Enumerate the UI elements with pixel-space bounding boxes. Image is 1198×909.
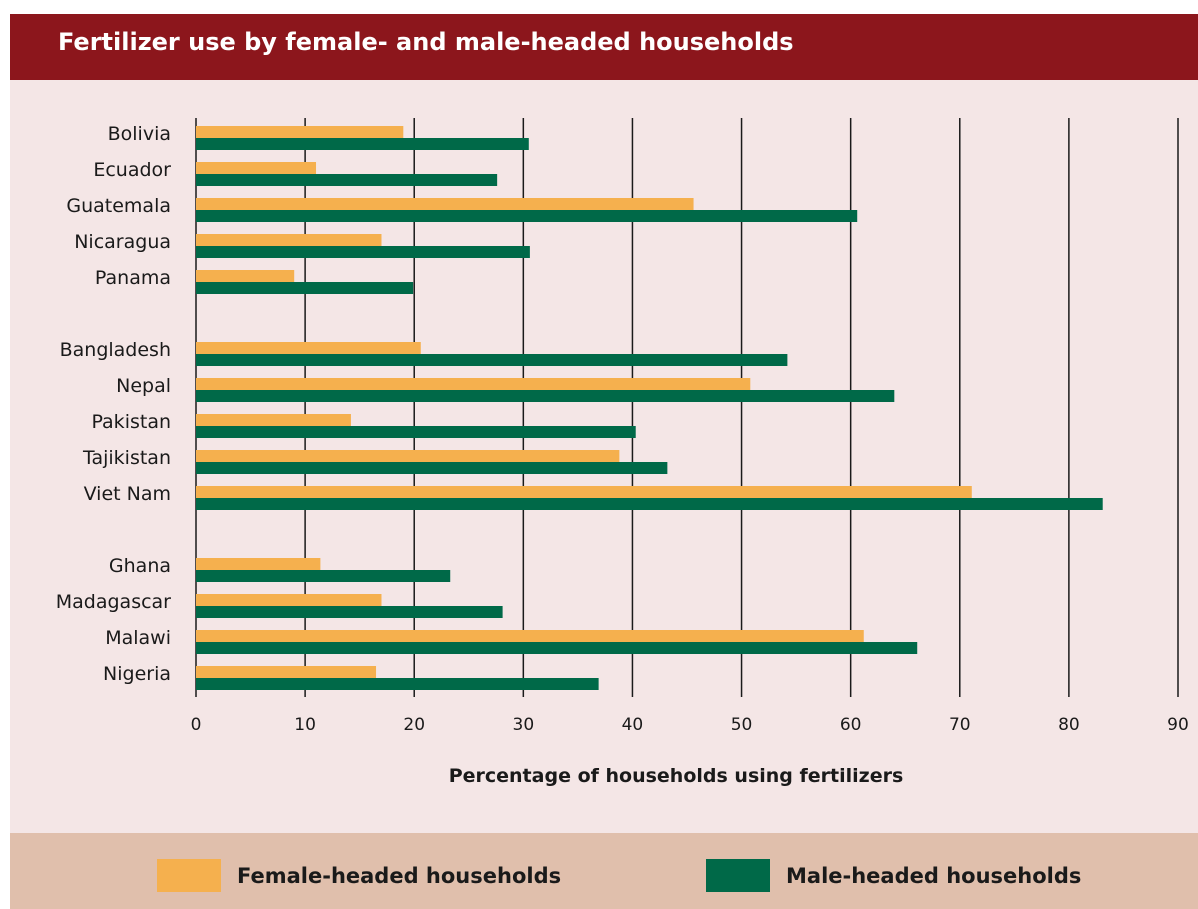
bar-female-ghana [196,558,321,570]
category-label-tajikistan: Tajikistan [82,447,171,469]
x-tick-label-80: 80 [1058,715,1080,735]
category-label-bangladesh: Bangladesh [60,339,171,361]
bar-female-pakistan [196,414,351,426]
bar-female-tajikistan [196,450,620,462]
bar-female-nepal [196,378,751,390]
legend-label-female: Female-headed households [237,864,562,888]
x-tick-label-20: 20 [403,715,425,735]
bar-male-guatemala [196,210,858,222]
x-tick-label-0: 0 [191,715,202,735]
category-label-madagascar: Madagascar [56,591,171,613]
title-bar: Fertilizer use by female- and male-heade… [10,14,1198,80]
bar-female-ecuador [196,162,317,174]
x-tick-label-70: 70 [949,715,971,735]
x-tick-label-90: 90 [1167,715,1189,735]
bar-female-nicaragua [196,234,382,246]
bar-male-tajikistan [196,462,668,474]
category-label-ghana: Ghana [109,555,171,577]
legend: Female-headed households Male-headed hou… [10,833,1198,909]
category-label-malawi: Malawi [105,627,171,649]
bar-female-viet-nam [196,486,972,498]
x-tick-label-50: 50 [731,715,753,735]
legend-swatch-male [706,859,770,892]
chart-title: Fertilizer use by female- and male-heade… [58,28,794,56]
bar-male-nicaragua [196,246,530,258]
bar-male-panama [196,282,414,294]
category-label-guatemala: Guatemala [66,195,171,217]
bar-female-guatemala [196,198,694,210]
bar-female-nigeria [196,666,377,678]
legend-label-male: Male-headed households [786,864,1082,888]
category-label-panama: Panama [95,267,171,289]
legend-swatch-female [157,859,221,892]
bar-female-bolivia [196,126,404,138]
bar-female-malawi [196,630,864,642]
bar-male-madagascar [196,606,503,618]
bar-male-ghana [196,570,451,582]
bar-male-bolivia [196,138,529,150]
category-label-viet-nam: Viet Nam [84,483,171,505]
bar-male-bangladesh [196,354,788,366]
category-label-ecuador: Ecuador [93,159,171,181]
category-label-bolivia: Bolivia [108,123,171,145]
category-label-nigeria: Nigeria [103,663,171,685]
category-label-nepal: Nepal [116,375,171,397]
bar-female-madagascar [196,594,382,606]
x-axis-title: Percentage of households using fertilize… [449,765,904,787]
category-label-nicaragua: Nicaragua [74,231,171,253]
bar-male-ecuador [196,174,498,186]
category-label-pakistan: Pakistan [91,411,171,433]
x-tick-label-10: 10 [294,715,316,735]
bar-male-malawi [196,642,918,654]
bar-male-nigeria [196,678,599,690]
bar-female-panama [196,270,295,282]
bar-male-nepal [196,390,895,402]
bar-male-pakistan [196,426,636,438]
x-tick-label-30: 30 [513,715,535,735]
bar-male-viet-nam [196,498,1103,510]
bar-female-bangladesh [196,342,421,354]
x-tick-label-60: 60 [840,715,862,735]
x-tick-label-40: 40 [622,715,644,735]
